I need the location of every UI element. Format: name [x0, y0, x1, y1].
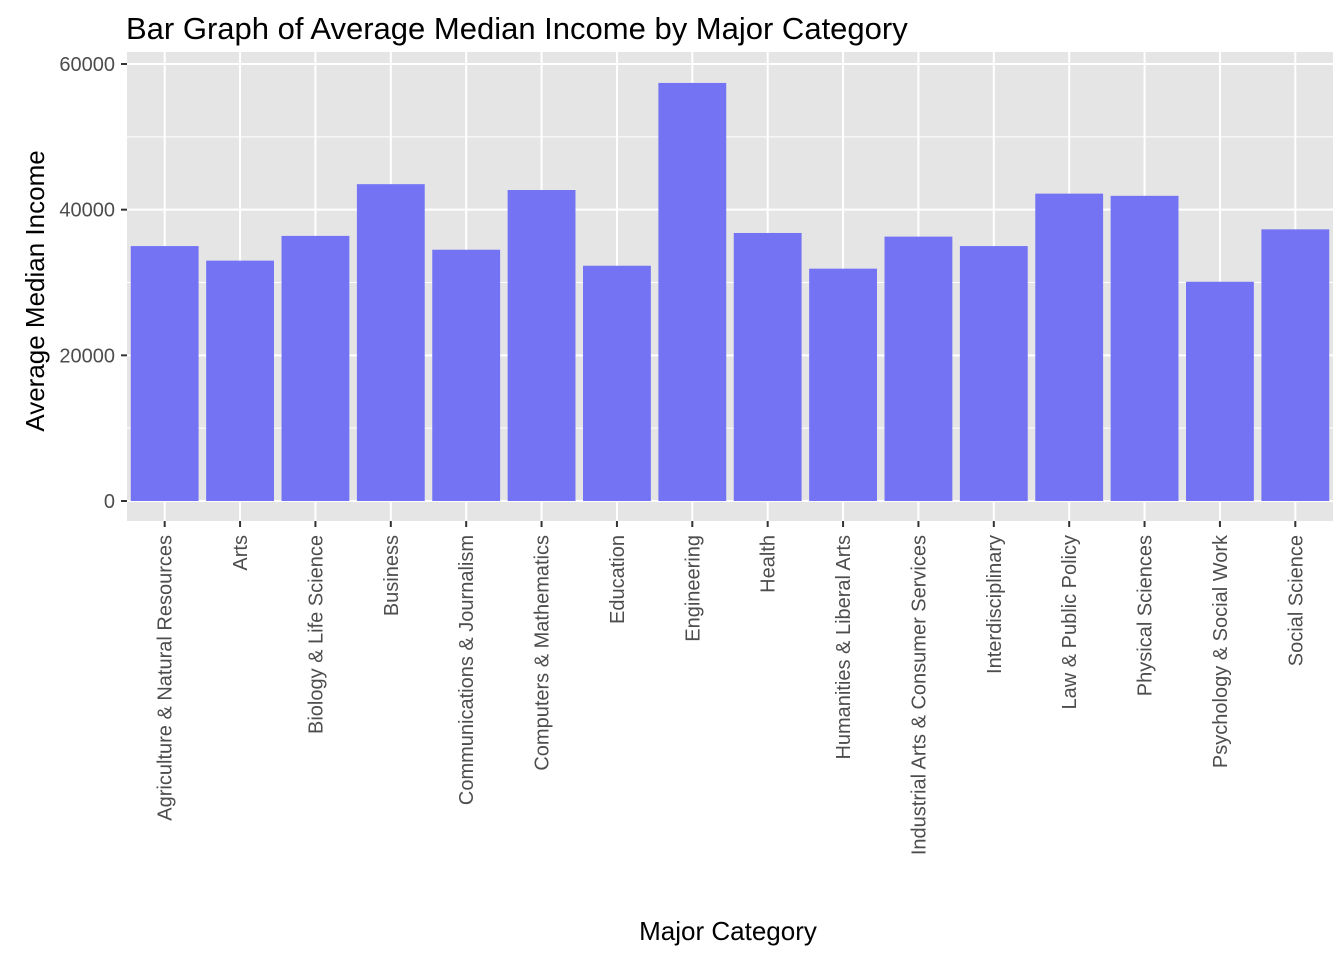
bar [959, 246, 1028, 501]
y-tick-label: 20000 [59, 345, 115, 367]
x-tick-label: Business [381, 535, 403, 616]
bar [658, 82, 727, 501]
x-tick-label: Biology & Life Science [305, 535, 327, 734]
x-tick-label: Engineering [682, 535, 704, 642]
bar [130, 246, 199, 501]
x-tick-label: Arts [230, 535, 252, 571]
bar [1110, 195, 1179, 501]
x-tick-label: Computers & Mathematics [532, 535, 554, 771]
x-axis: Agriculture & Natural Resources Arts Biolo… [155, 521, 1307, 855]
x-tick-label: Physical Sciences [1135, 535, 1157, 696]
bar [356, 184, 425, 502]
bar [1035, 193, 1104, 502]
y-tick-label: 40000 [59, 200, 115, 222]
y-tick-label: 60000 [59, 54, 115, 76]
x-tick-label: Psychology & Social Work [1210, 534, 1232, 768]
x-tick-label: Health [758, 535, 780, 593]
bar [1261, 229, 1330, 501]
x-tick-label: Social Science [1285, 535, 1307, 666]
y-tick-label: 0 [104, 491, 115, 513]
chart-title: Bar Graph of Average Median Income by Ma… [126, 11, 908, 46]
bar [809, 268, 877, 501]
y-axis-title: Average Median Income [20, 150, 50, 431]
x-axis-title: Major Category [639, 916, 817, 946]
bar [583, 265, 651, 501]
bar [206, 260, 274, 501]
bars [130, 82, 1330, 502]
bar [281, 235, 350, 502]
bar [1186, 281, 1254, 501]
x-tick-label: Education [607, 535, 629, 624]
x-tick-label: Humanities & Liberal Arts [833, 535, 855, 760]
x-tick-label: Law & Public Policy [1059, 535, 1081, 710]
x-tick-label: Interdisciplinary [984, 535, 1006, 674]
x-tick-label: Agriculture & Natural Resources [155, 535, 177, 821]
y-axis: 0 20000 40000 60000 [59, 54, 127, 513]
bar [507, 190, 576, 502]
bar [733, 232, 802, 501]
x-tick-label: Industrial Arts & Consumer Services [908, 535, 930, 855]
x-tick-label: Communications & Journalism [456, 535, 478, 805]
bar [432, 249, 501, 501]
bar [884, 236, 953, 502]
